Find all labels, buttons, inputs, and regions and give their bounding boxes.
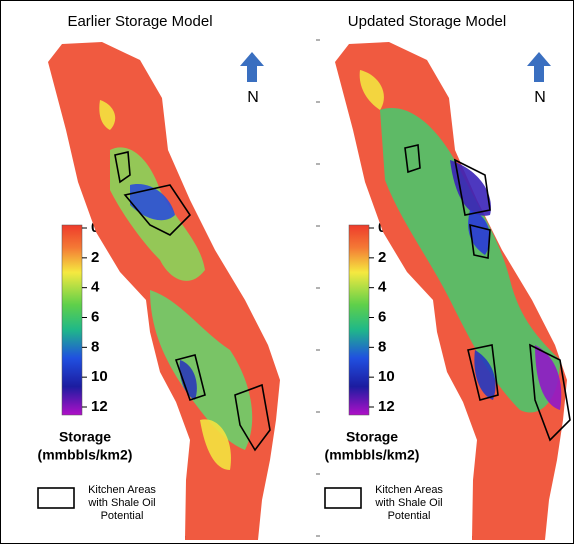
colorbar-tick-label: 2 <box>91 249 99 266</box>
north-label: N <box>247 89 259 106</box>
legend-symbol <box>325 488 361 508</box>
colorbar-tick-label: 6 <box>91 308 99 325</box>
north-label: N <box>534 89 546 106</box>
colorbar-tick-label: 4 <box>91 279 100 296</box>
colorbar-tick-label: 12 <box>378 398 395 415</box>
colorbar-label: Storage <box>346 429 398 445</box>
north-arrow <box>527 52 551 82</box>
legend-symbol <box>38 488 74 508</box>
colorbar-label: Storage <box>59 429 111 445</box>
colorbar <box>62 225 82 415</box>
legend-label: Kitchen Areas <box>375 484 443 496</box>
legend-label: Potential <box>388 510 431 522</box>
legend-label: with Shale Oil <box>87 497 155 509</box>
colorbar <box>349 225 369 415</box>
legend-label: Kitchen Areas <box>88 484 156 496</box>
map <box>335 42 570 540</box>
colorbar-tick-label: 8 <box>91 338 99 355</box>
colorbar-tick-label: 8 <box>378 338 386 355</box>
colorbar-tick-label: 6 <box>378 308 386 325</box>
legend-label: with Shale Oil <box>374 497 442 509</box>
colorbar-tick-label: 10 <box>91 368 108 385</box>
panel-title: Updated Storage Model <box>348 13 506 30</box>
colorbar-label: (mmbbls/km2) <box>325 447 420 463</box>
colorbar-tick-label: 10 <box>378 368 395 385</box>
colorbar-label: (mmbbls/km2) <box>38 447 133 463</box>
legend-label: Potential <box>101 510 144 522</box>
colorbar-tick-label: 12 <box>91 398 108 415</box>
figure: Earlier Storage ModelN024681012Storage(m… <box>0 0 574 544</box>
colorbar-tick-label: 4 <box>378 279 387 296</box>
map <box>48 42 280 540</box>
colorbar-tick-label: 2 <box>378 249 386 266</box>
map-area <box>48 42 280 540</box>
panel-title: Earlier Storage Model <box>67 13 212 30</box>
north-arrow <box>240 52 264 82</box>
